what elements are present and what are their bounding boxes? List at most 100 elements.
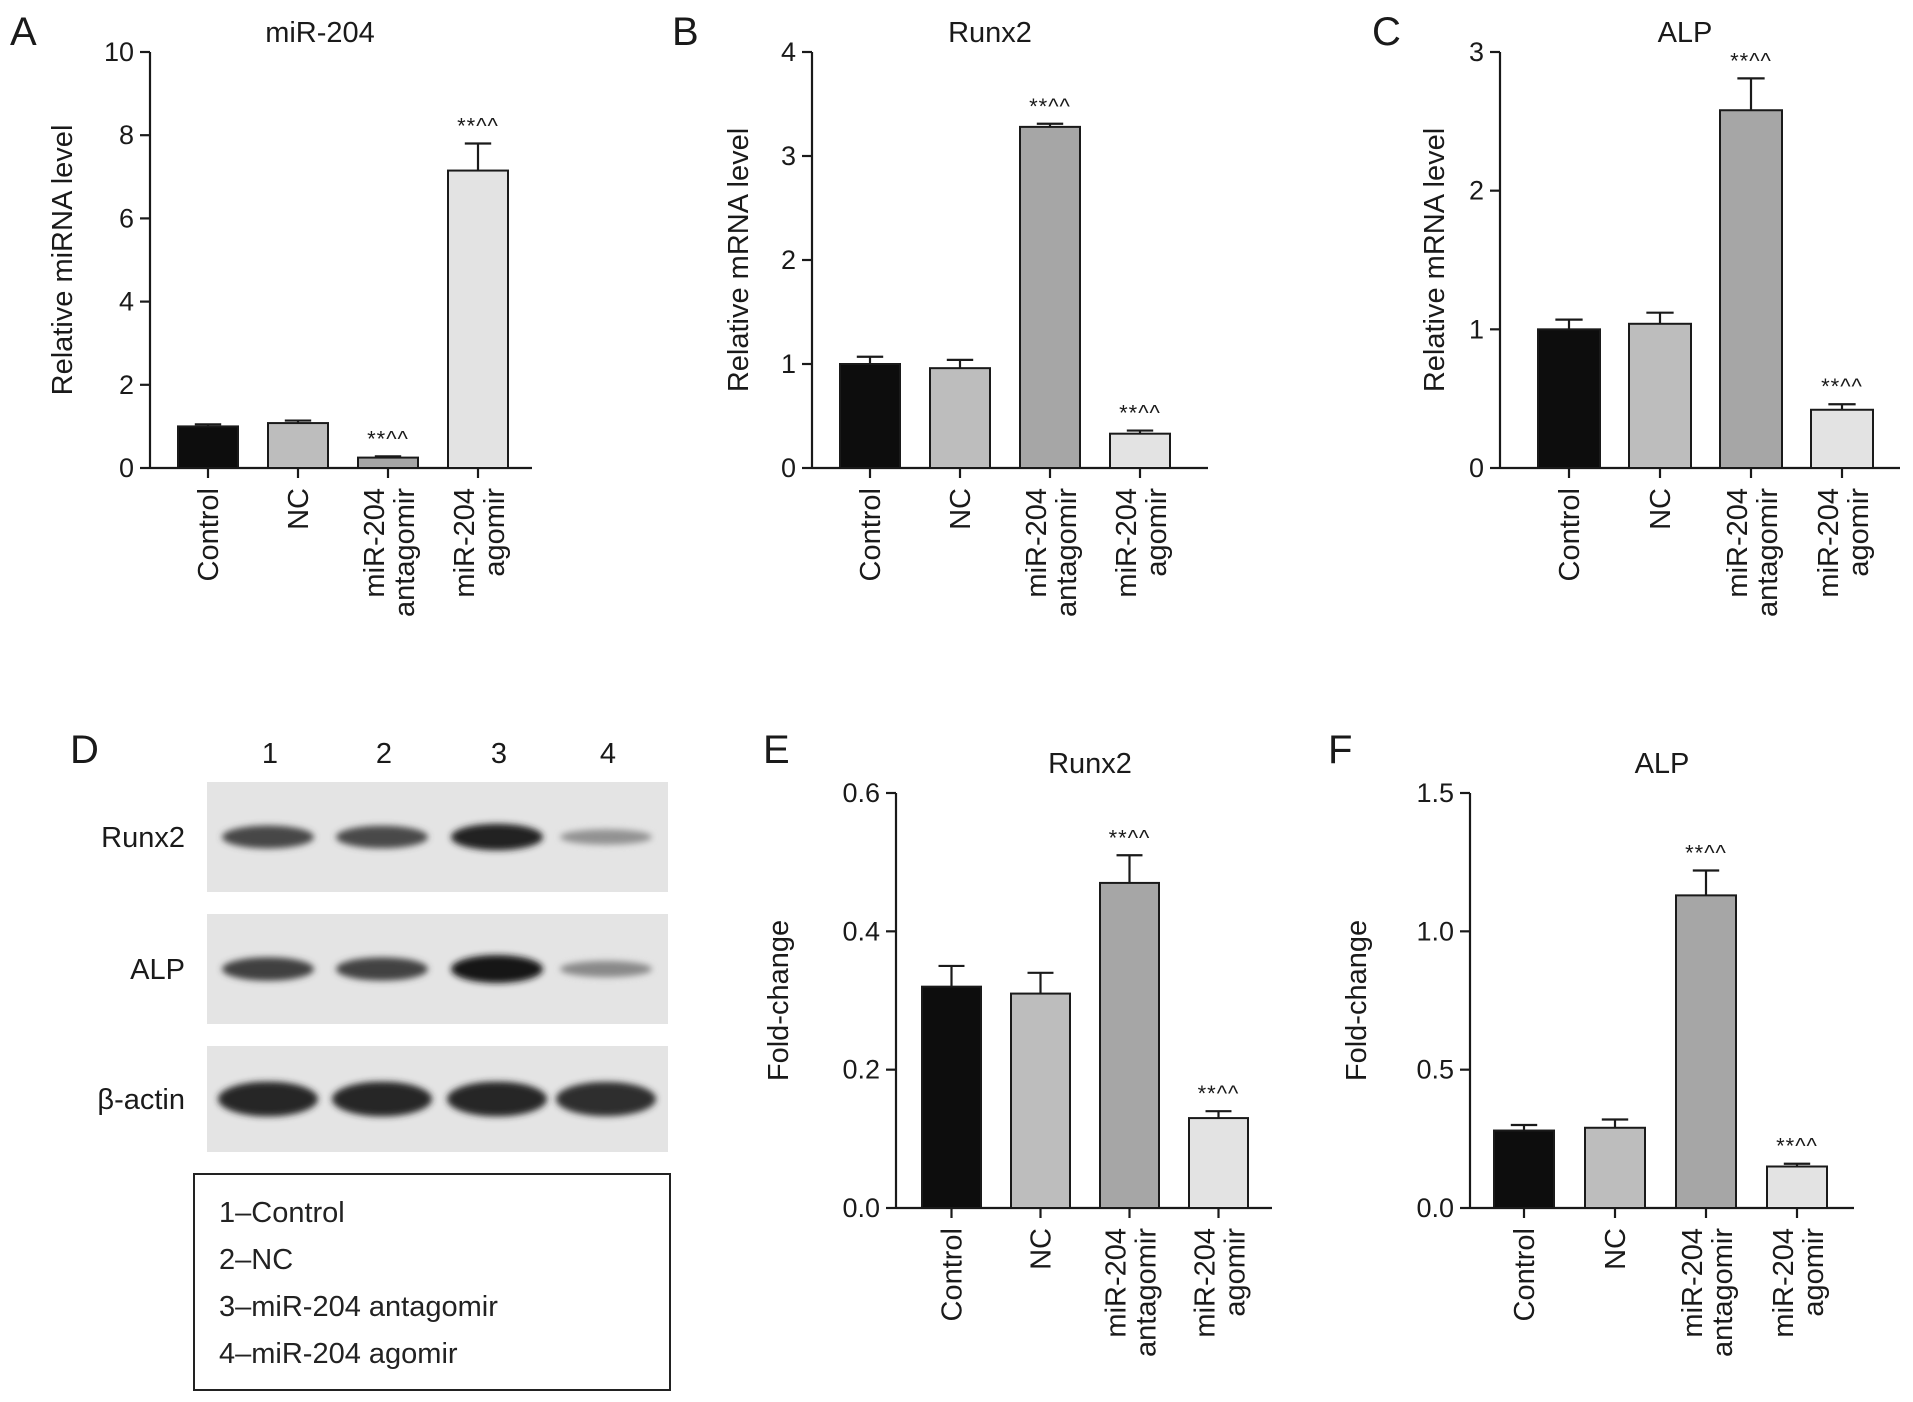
x-tick-label: miR-204agomir [1768, 1228, 1830, 1338]
bar-2 [1584, 1126, 1646, 1210]
panel-letter-d: D [70, 728, 99, 772]
blot-band [447, 1081, 547, 1117]
y-tick-label: 0 [781, 453, 796, 483]
x-tick-label: Control [1554, 488, 1586, 582]
y-axis-label: Relative mRNA level [723, 128, 755, 392]
panel-letter-c: C [1372, 10, 1401, 54]
significance-label: **^^ [1029, 94, 1071, 119]
x-tick-label: miR-204agomir [1111, 488, 1173, 598]
y-tick-label: 6 [119, 203, 134, 233]
y-tick-label: 2 [781, 245, 796, 275]
legend-line-2: 2–NC [219, 1244, 294, 1276]
x-tick-label: Control [855, 488, 887, 582]
x-tick-label: Control [1509, 1228, 1541, 1322]
chart-panel-c: ALP Relative mRNA level 0 1 2 3 Control NC **^^ m… [1419, 17, 1900, 617]
y-tick-label: 8 [119, 120, 134, 150]
y-tick-label: 0.4 [842, 916, 880, 946]
y-tick-label: 4 [119, 287, 134, 317]
y-axis-label: Relative mRNA level [1419, 128, 1451, 392]
bar-2 [267, 422, 329, 469]
x-tick-label: miR-204agomir [449, 488, 511, 598]
y-tick-label: 10 [104, 37, 134, 67]
y-axis-label: Fold-change [763, 920, 795, 1081]
bar-1 [1493, 1129, 1555, 1209]
panel-letter-f: F [1328, 728, 1352, 772]
bar-3 [357, 456, 419, 470]
y-tick-label: 0.6 [842, 778, 880, 808]
bar-4 [1766, 1165, 1828, 1209]
y-tick-label: 0.5 [1416, 1055, 1454, 1085]
y-tick-label: 0.0 [842, 1193, 880, 1223]
blot-band [560, 960, 652, 978]
western-blot: 1 2 3 4 Runx2 ALP β-actin [97, 738, 668, 1152]
blot-band [336, 825, 428, 849]
legend-line-3: 3–miR-204 antagomir [219, 1291, 498, 1323]
x-tick-label: NC [1645, 488, 1677, 530]
y-tick-label: 1.5 [1416, 778, 1454, 808]
blot-band [451, 955, 543, 983]
x-tick-label: miR-204agomir [1190, 1228, 1252, 1338]
blot-band [560, 829, 652, 845]
blot-band [222, 825, 314, 849]
panel-letter-e: E [763, 728, 790, 772]
blot-band [556, 1081, 656, 1117]
significance-label: **^^ [1730, 48, 1772, 73]
y-tick-label: 1 [1469, 314, 1484, 344]
bar-4 [1810, 408, 1874, 470]
y-tick-label: 1.0 [1416, 916, 1454, 946]
legend-line-4: 4–miR-204 agomir [219, 1338, 458, 1370]
x-tick-label: miR-204antagomir [1677, 1228, 1739, 1357]
y-tick-label: 3 [1469, 37, 1484, 67]
significance-label: **^^ [1821, 374, 1863, 399]
panel-letter-a: A [10, 10, 37, 54]
y-axis-label: Fold-change [1341, 920, 1373, 1081]
blot-lane-legend: 1–Control 2–NC 3–miR-204 antagomir 4–miR… [193, 1173, 671, 1391]
lane-number-1: 1 [262, 738, 278, 770]
chart-title: ALP [1635, 748, 1690, 780]
bar-4 [1188, 1117, 1249, 1210]
x-tick-label: miR-204antagomir [359, 488, 421, 617]
x-tick-label: NC [945, 488, 977, 530]
bar-3 [1719, 109, 1783, 470]
y-tick-label: 3 [781, 141, 796, 171]
y-tick-label: 4 [781, 37, 796, 67]
significance-label: **^^ [1198, 1081, 1240, 1106]
chart-title: Runx2 [948, 17, 1032, 49]
lane-number-3: 3 [491, 738, 507, 770]
x-tick-label: Control [193, 488, 225, 582]
chart-panel-b: Runx2 Relative mRNA level 0 1 2 3 4 Control NC **… [723, 17, 1208, 617]
chart-title: miR-204 [265, 17, 375, 49]
significance-label: **^^ [1776, 1134, 1818, 1159]
bar-1 [839, 363, 901, 469]
blot-row-label: β-actin [97, 1084, 185, 1116]
bar-3 [1019, 125, 1081, 469]
panel-letter-b: B [672, 10, 699, 54]
significance-label: **^^ [1109, 825, 1151, 850]
x-tick-label: miR-204antagomir [1101, 1228, 1163, 1357]
x-tick-label: NC [283, 488, 315, 530]
x-tick-label: NC [1026, 1228, 1058, 1270]
lane-number-4: 4 [600, 738, 616, 770]
chart-panel-e: Runx2 Fold-change 0.0 0.2 0.4 0.6 Control NC **^… [763, 748, 1272, 1357]
blot-band [336, 957, 428, 981]
blot-row-label: ALP [130, 954, 185, 986]
bar-3 [1099, 881, 1160, 1210]
y-tick-label: 0 [119, 453, 134, 483]
x-tick-label: NC [1600, 1228, 1632, 1270]
blot-row-label: Runx2 [101, 822, 185, 854]
bar-1 [1537, 328, 1601, 470]
significance-label: **^^ [1685, 840, 1727, 865]
y-tick-label: 2 [119, 370, 134, 400]
y-tick-label: 0.2 [842, 1055, 880, 1085]
chart-title: Runx2 [1048, 748, 1132, 780]
y-tick-label: 1 [781, 349, 796, 379]
x-tick-label: miR-204antagomir [1021, 488, 1083, 617]
y-axis-label: Relative miRNA level [47, 125, 79, 396]
bar-4 [447, 169, 509, 469]
x-tick-label: miR-204antagomir [1722, 488, 1784, 617]
y-tick-label: 2 [1469, 176, 1484, 206]
bar-3 [1675, 894, 1737, 1209]
x-tick-label: Control [937, 1228, 969, 1322]
bar-2 [929, 367, 991, 469]
